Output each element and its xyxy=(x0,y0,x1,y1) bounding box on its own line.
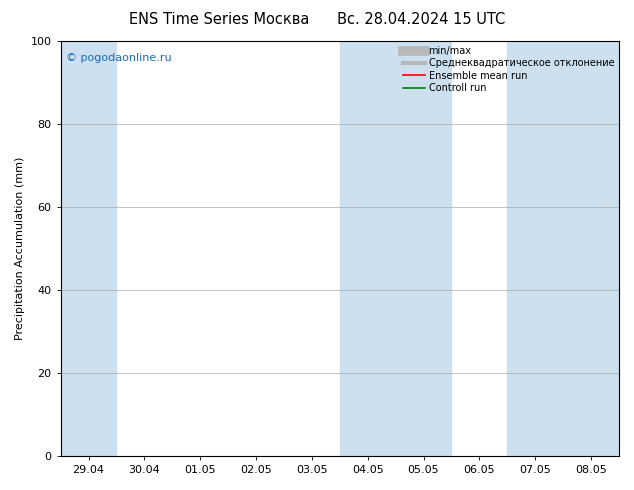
Legend: min/max, Среднеквадратическое отклонение, Ensemble mean run, Controll run: min/max, Среднеквадратическое отклонение… xyxy=(401,44,616,95)
Y-axis label: Precipitation Accumulation (mm): Precipitation Accumulation (mm) xyxy=(15,157,25,340)
Bar xyxy=(61,41,117,456)
Text: ENS Time Series Москва      Вс. 28.04.2024 15 UTC: ENS Time Series Москва Вс. 28.04.2024 15… xyxy=(129,12,505,27)
Bar xyxy=(507,41,619,456)
Bar xyxy=(340,41,451,456)
Text: © pogodaonline.ru: © pogodaonline.ru xyxy=(66,53,172,64)
